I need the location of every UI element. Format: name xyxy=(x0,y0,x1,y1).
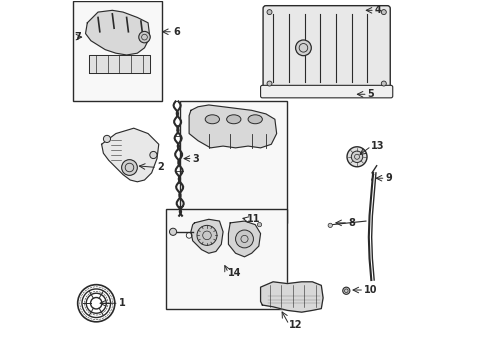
Text: 14: 14 xyxy=(228,268,242,278)
Polygon shape xyxy=(102,128,159,182)
Polygon shape xyxy=(190,219,223,253)
Bar xyxy=(180,102,287,223)
Text: 1: 1 xyxy=(119,298,125,308)
Circle shape xyxy=(257,222,261,227)
FancyBboxPatch shape xyxy=(260,85,392,98)
Bar xyxy=(165,208,287,309)
Text: 7: 7 xyxy=(75,32,81,42)
Circle shape xyxy=(122,159,137,175)
Text: 2: 2 xyxy=(157,162,163,172)
Text: 11: 11 xyxy=(247,214,260,224)
Circle shape xyxy=(381,10,386,15)
FancyBboxPatch shape xyxy=(263,6,389,90)
Circle shape xyxy=(327,223,332,228)
Circle shape xyxy=(342,287,349,294)
Text: 8: 8 xyxy=(347,218,354,228)
Circle shape xyxy=(103,135,110,143)
Text: 5: 5 xyxy=(367,89,374,99)
Circle shape xyxy=(266,81,271,86)
Bar xyxy=(73,1,162,102)
Text: 9: 9 xyxy=(385,173,391,183)
Text: 13: 13 xyxy=(370,141,384,151)
Circle shape xyxy=(149,152,157,158)
Circle shape xyxy=(235,230,253,248)
Text: 12: 12 xyxy=(288,320,302,330)
Circle shape xyxy=(350,151,362,162)
Ellipse shape xyxy=(205,115,219,124)
Text: 6: 6 xyxy=(173,27,180,37)
Circle shape xyxy=(139,31,150,43)
Circle shape xyxy=(381,81,386,86)
Polygon shape xyxy=(89,55,149,73)
Polygon shape xyxy=(189,105,276,148)
Circle shape xyxy=(346,147,366,167)
Circle shape xyxy=(295,40,311,56)
Circle shape xyxy=(169,228,176,235)
Polygon shape xyxy=(85,10,149,55)
Polygon shape xyxy=(260,282,323,312)
Ellipse shape xyxy=(226,115,241,124)
Circle shape xyxy=(197,225,217,246)
Polygon shape xyxy=(228,221,260,257)
Text: 3: 3 xyxy=(192,154,199,163)
Circle shape xyxy=(266,10,271,15)
Ellipse shape xyxy=(247,115,262,124)
Text: 4: 4 xyxy=(374,5,381,15)
Text: 10: 10 xyxy=(364,285,377,295)
